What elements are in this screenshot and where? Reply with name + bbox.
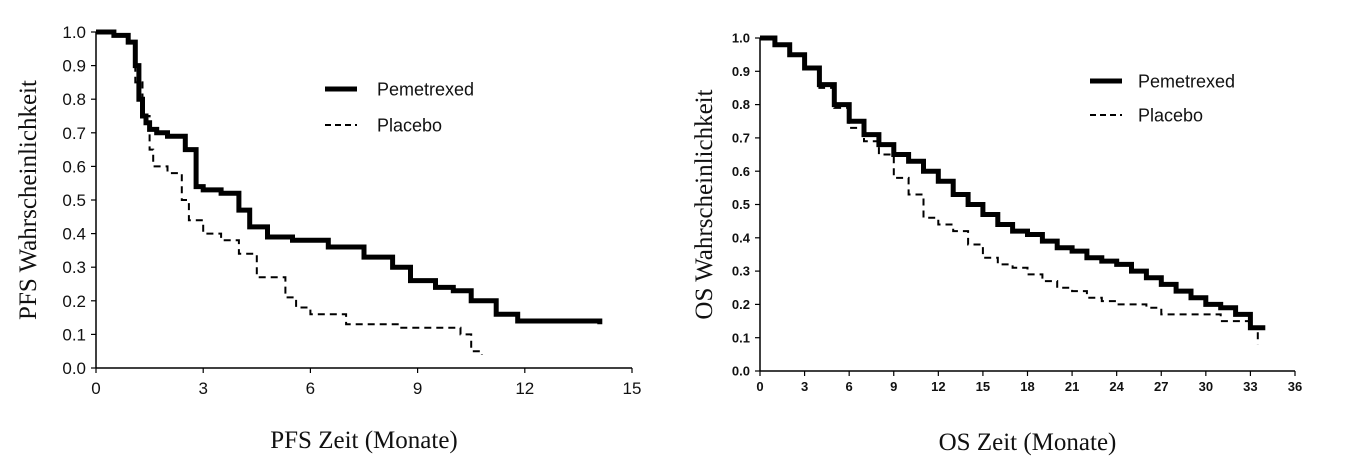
y-axis-label: OS Wahrscheinlichkeit [691,89,718,319]
legend: Pemetrexed Placebo [1090,71,1235,125]
y-tick-label: 0.0 [732,364,750,379]
x-tick-label: 0 [756,379,763,394]
x-tick-label: 6 [306,379,315,398]
y-tick-label: 0.7 [732,130,750,145]
y-tick-label: 0.1 [62,325,86,344]
x-tick-label: 6 [846,379,853,394]
x-tick-label: 9 [413,379,422,398]
legend-label-placebo: Placebo [1138,105,1203,125]
x-tick-label: 15 [976,379,990,394]
y-tick-label: 0.5 [732,197,750,212]
y-tick-label: 0.4 [62,225,86,244]
y-tick-label: 0.1 [732,330,750,345]
legend-label-pemetrexed: Pemetrexed [377,79,474,99]
y-tick-label: 1.0 [732,31,750,46]
y-tick-label: 0.5 [62,191,86,210]
x-tick-label: 0 [91,379,100,398]
x-tick-label: 33 [1243,379,1257,394]
y-axis-label: PFS Wahrscheinlichkeit [15,80,42,320]
legend-label-placebo: Placebo [377,115,442,135]
y-tick-label: 0.4 [732,230,751,245]
x-tick-label: 3 [198,379,207,398]
x-tick-label: 21 [1065,379,1079,394]
y-tick-label: 0.7 [62,124,86,143]
x-axis-label: OS Zeit (Monate) [939,429,1117,456]
y-tick-label: 0.3 [62,258,86,277]
x-tick-label: 24 [1109,379,1124,394]
series-placebo [760,37,1259,345]
y-tick-label: 0.3 [732,264,750,279]
y-tick-label: 0.2 [732,297,750,312]
y-tick-label: 0.8 [62,90,86,109]
x-tick-label: 15 [623,379,642,398]
y-tick-label: 0.9 [62,57,86,76]
chart-1: 0.0 0.1 0.2 0.3 0.4 0.5 0.6 0.7 0.8 0.9 1.0 0 3 6 9 12 1… [15,23,641,454]
y-tick-label: 0.0 [62,359,86,378]
x-axis-label: PFS Zeit (Monate) [270,427,458,454]
series-pemetrexed [96,29,603,325]
series-placebo [96,31,483,355]
x-tick-label: 27 [1154,379,1168,394]
chart-2: 0.00.10.20.30.40.50.60.70.80.91.00 3 6 9 12 1… [691,31,1302,456]
x-tick-label: 9 [890,379,897,394]
x-tick-label: 30 [1199,379,1213,394]
y-tick-label: 0.6 [732,164,750,179]
legend: Pemetrexed Placebo [325,79,474,135]
y-tick-label: 0.8 [732,97,750,112]
y-tick-label: 0.9 [732,64,750,79]
x-tick-label: 18 [1020,379,1034,394]
y-tick-label: 1.0 [62,23,86,42]
x-tick-label: 12 [931,379,945,394]
x-tick-label: 36 [1288,379,1302,394]
x-tick-label: 3 [801,379,808,394]
legend-label-pemetrexed: Pemetrexed [1138,71,1235,91]
y-tick-label: 0.2 [62,292,86,311]
y-tick-label: 0.6 [62,157,86,176]
x-tick-label: 12 [515,379,534,398]
